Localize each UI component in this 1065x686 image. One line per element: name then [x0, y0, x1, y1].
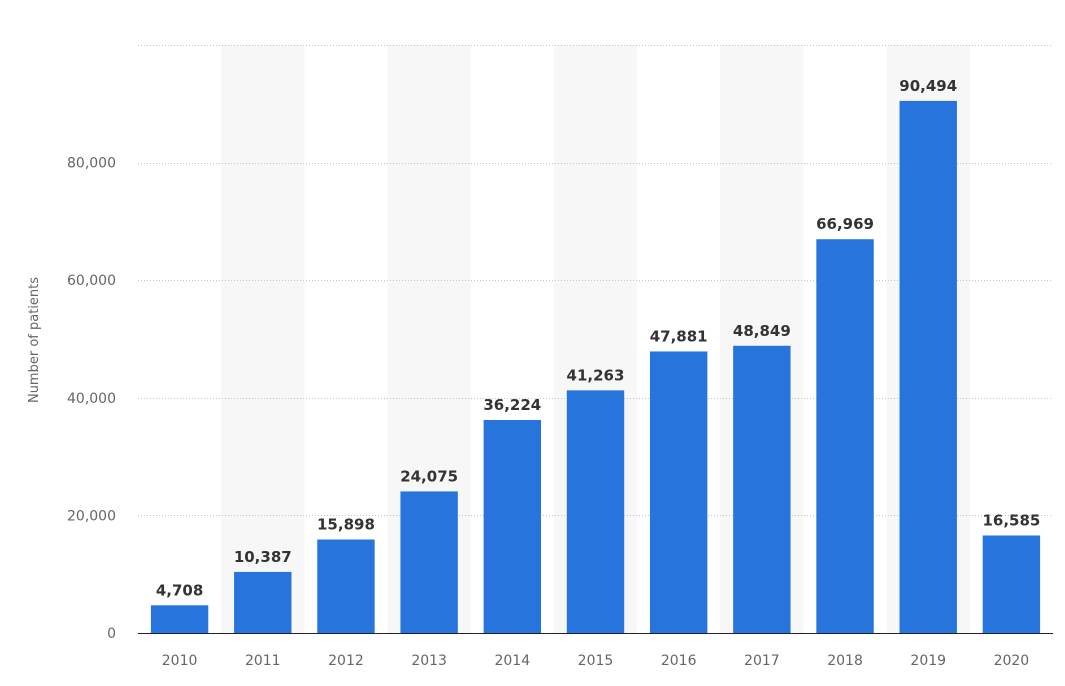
data-label-2018: 66,969	[816, 215, 874, 233]
y-axis-title: Number of patients	[27, 277, 42, 403]
y-tick-label: 20,000	[67, 508, 116, 524]
x-tick-label: 2015	[578, 653, 614, 669]
data-labels: 4,708 10,387 15,898 24,075 36,224 41,263 47,88…	[156, 77, 1040, 599]
x-tick-label: 2017	[744, 653, 780, 669]
x-axis-ticks: 2010 2011 2012 2013 2014 2015 2016 2017 2018 2019…	[162, 653, 1029, 669]
bar-2011[interactable]	[234, 571, 292, 633]
data-label-2015: 41,263	[567, 366, 625, 384]
bar-2019[interactable]	[899, 100, 957, 634]
x-tick-label: 2013	[411, 653, 447, 669]
x-tick-label: 2018	[827, 653, 863, 669]
x-tick-label: 2012	[328, 653, 364, 669]
bar-2017[interactable]	[733, 345, 791, 633]
x-tick-label: 2020	[994, 653, 1030, 669]
bar-2016[interactable]	[649, 351, 708, 633]
x-tick-label: 2019	[910, 653, 946, 669]
x-tick-label: 2011	[245, 653, 281, 669]
y-axis-ticks: 0 20,000 40,000 60,000 80,000	[67, 156, 116, 642]
y-tick-label: 60,000	[67, 273, 116, 289]
x-tick-label: 2010	[162, 653, 198, 669]
bar-2014[interactable]	[483, 420, 542, 633]
y-tick-label: 40,000	[67, 391, 116, 407]
data-label-2012: 15,898	[317, 516, 375, 534]
bar-2013[interactable]	[400, 491, 458, 633]
data-label-2010: 4,708	[156, 581, 203, 599]
bar-2018[interactable]	[816, 239, 874, 633]
x-tick-label: 2016	[661, 653, 697, 669]
data-label-2016: 47,881	[650, 327, 708, 345]
band-2011	[221, 45, 305, 633]
bars	[150, 100, 1041, 634]
data-label-2020: 16,585	[982, 511, 1040, 529]
y-tick-label: 80,000	[67, 156, 116, 172]
bar-2020[interactable]	[982, 535, 1041, 633]
bar-2010[interactable]	[150, 605, 209, 633]
data-label-2013: 24,075	[400, 467, 458, 485]
data-label-2014: 36,224	[483, 396, 541, 414]
y-tick-label: 0	[107, 626, 116, 642]
bar-2015[interactable]	[566, 390, 625, 633]
data-label-2011: 10,387	[234, 548, 292, 566]
data-label-2019: 90,494	[899, 77, 957, 95]
bar-2012[interactable]	[317, 539, 375, 633]
x-tick-label: 2014	[494, 653, 530, 669]
data-label-2017: 48,849	[733, 322, 791, 340]
